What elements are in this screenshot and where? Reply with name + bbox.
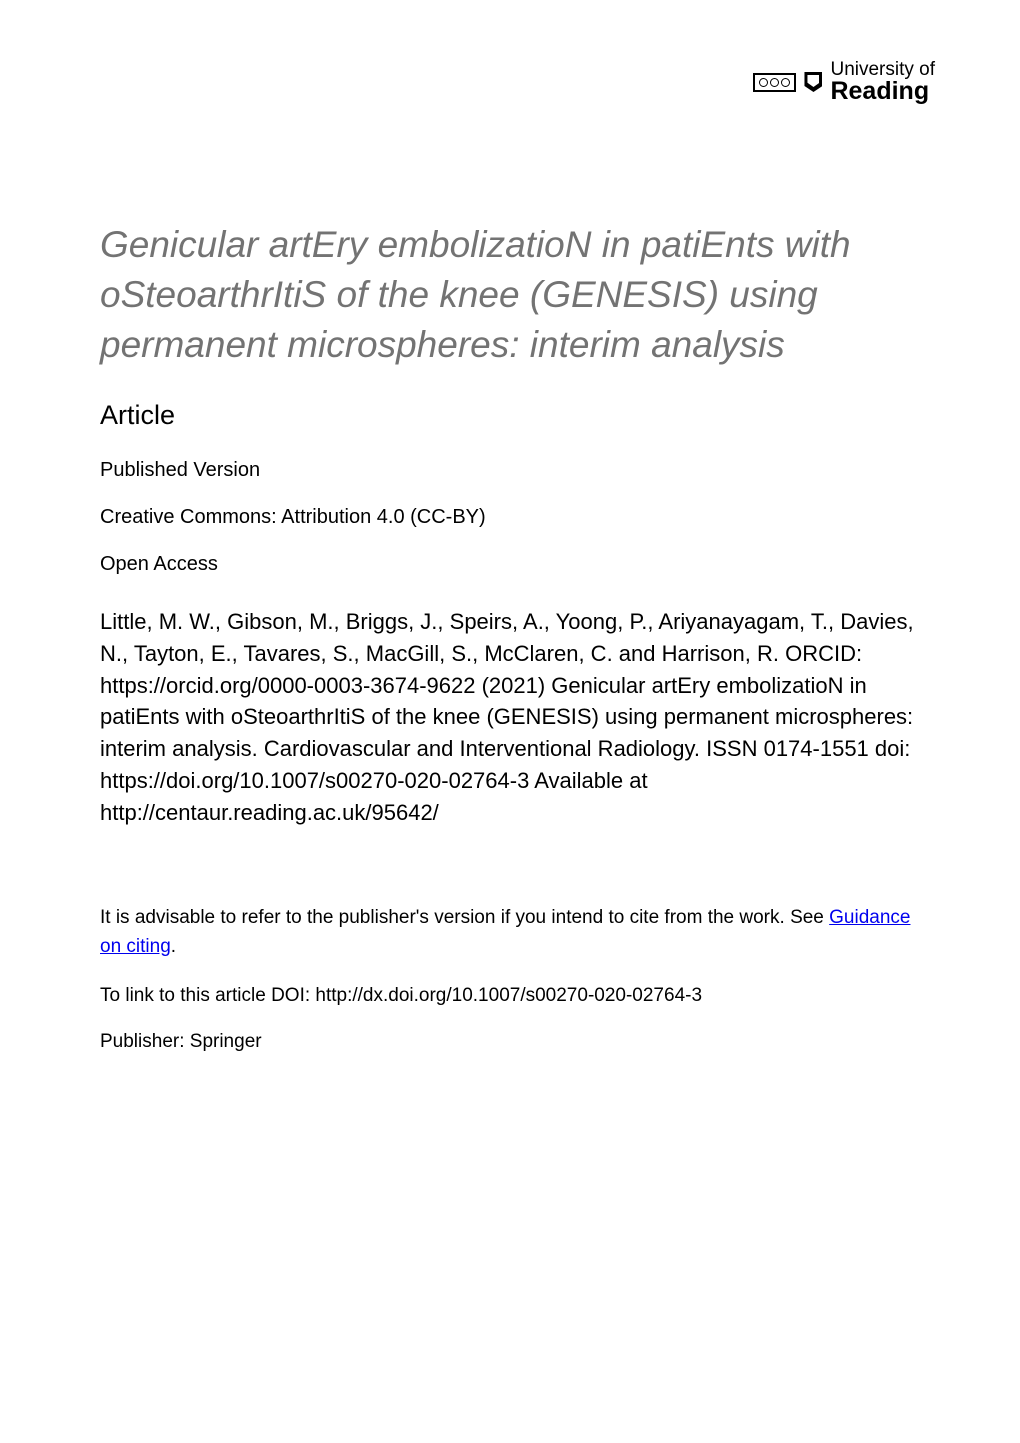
article-type: Article: [100, 400, 935, 431]
logo-shield-icon: [804, 72, 822, 92]
paper-title: Genicular artEry embolizatioN in patiEnt…: [100, 220, 935, 370]
citation-advice: It is advisable to refer to the publishe…: [100, 904, 935, 961]
citation-text: Little, M. W., Gibson, M., Briggs, J., S…: [100, 606, 935, 829]
logo-circles-icon: [753, 73, 796, 92]
logo-text-bottom: Reading: [830, 79, 935, 104]
version-label: Published Version: [100, 459, 935, 482]
access-label: Open Access: [100, 553, 935, 576]
university-logo: University of Reading: [753, 60, 935, 104]
logo-text: University of Reading: [830, 60, 935, 104]
license-label: Creative Commons: Attribution 4.0 (CC-BY…: [100, 506, 935, 529]
advice-suffix: .: [171, 936, 176, 957]
advice-prefix: It is advisable to refer to the publishe…: [100, 907, 829, 928]
doi-link-text: To link to this article DOI: http://dx.d…: [100, 985, 935, 1007]
publisher-label: Publisher: Springer: [100, 1031, 935, 1053]
